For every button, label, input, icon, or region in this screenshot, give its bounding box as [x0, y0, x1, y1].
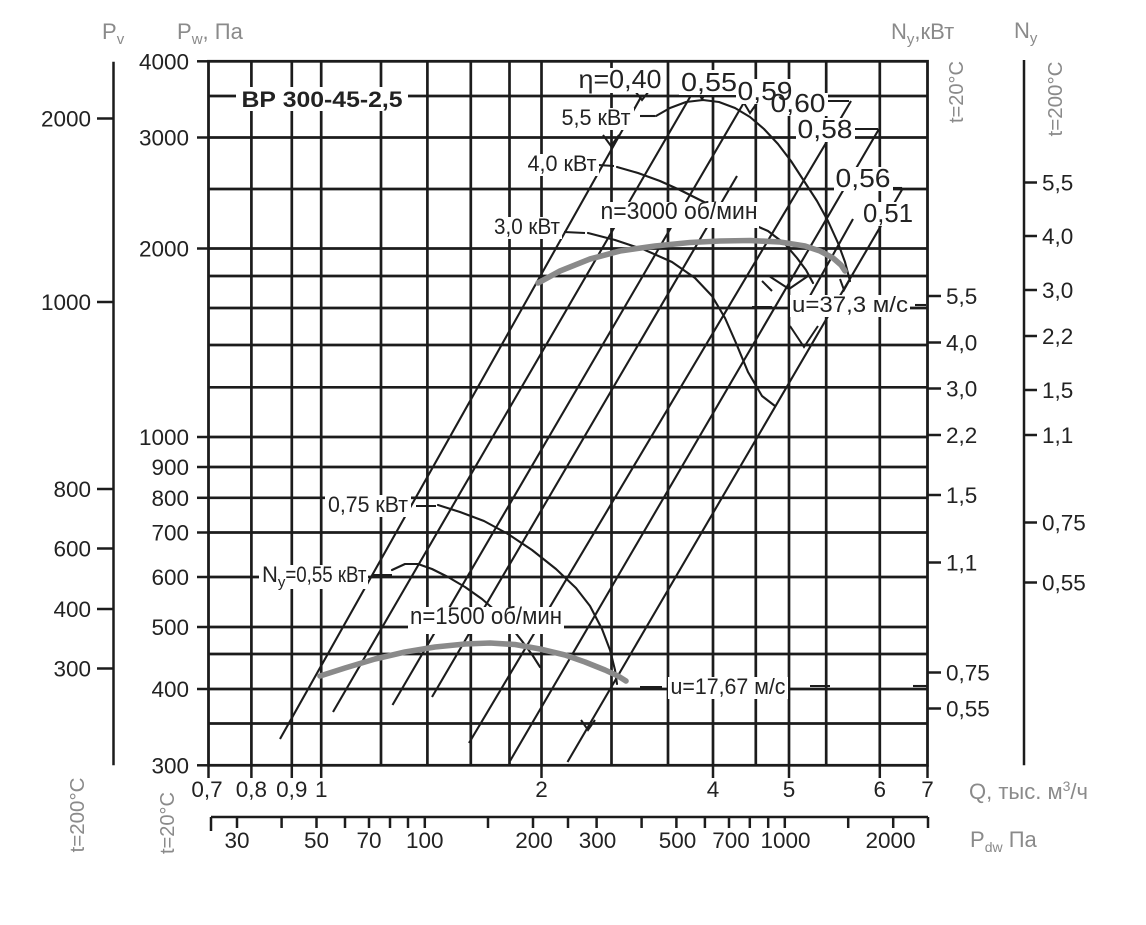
svg-text:500: 500: [659, 828, 697, 853]
svg-text:1,5: 1,5: [946, 483, 977, 508]
svg-text:0,55: 0,55: [681, 67, 737, 97]
svg-text:6: 6: [874, 777, 887, 802]
svg-text:1,1: 1,1: [1042, 423, 1073, 448]
svg-text:0,60: 0,60: [771, 88, 826, 118]
svg-text:n=1500 об/мин: n=1500 об/мин: [410, 603, 562, 630]
svg-text:5: 5: [783, 777, 796, 802]
svg-text:0,56: 0,56: [836, 163, 891, 193]
svg-text:2: 2: [535, 777, 548, 802]
svg-text:3,0 кВт: 3,0 кВт: [494, 214, 560, 239]
svg-text:70: 70: [356, 828, 381, 853]
svg-text:5,5 кВт: 5,5 кВт: [562, 105, 631, 130]
svg-text:u=37,3 м/с: u=37,3 м/с: [792, 292, 908, 317]
svg-text:0,75 кВт: 0,75 кВт: [328, 492, 408, 517]
svg-text:1,5: 1,5: [1042, 378, 1073, 403]
svg-text:0,55: 0,55: [946, 697, 990, 722]
svg-text:700: 700: [151, 521, 189, 546]
svg-text:5,5: 5,5: [946, 284, 977, 309]
svg-text:2000: 2000: [139, 237, 189, 262]
svg-text:4,0 кВт: 4,0 кВт: [528, 151, 597, 176]
svg-text:0,59: 0,59: [738, 76, 793, 106]
svg-text:700: 700: [712, 828, 750, 853]
svg-text:0,8: 0,8: [236, 777, 267, 802]
svg-text:Ny,кВт: Ny,кВт: [891, 19, 954, 48]
svg-text:1000: 1000: [760, 828, 810, 853]
svg-text:0,9: 0,9: [276, 777, 307, 802]
svg-text:7: 7: [921, 777, 934, 802]
svg-text:3000: 3000: [139, 126, 189, 151]
svg-text:300: 300: [579, 828, 617, 853]
svg-text:800: 800: [53, 477, 91, 502]
svg-text:t=200°C: t=200°C: [67, 778, 89, 853]
svg-text:Ny=0,55 кВт: Ny=0,55 кВт: [262, 562, 366, 591]
svg-text:30: 30: [224, 828, 249, 853]
svg-text:t=20°C: t=20°C: [946, 61, 968, 123]
svg-text:1000: 1000: [139, 425, 189, 450]
svg-text:3,0: 3,0: [946, 377, 977, 402]
svg-text:0,75: 0,75: [946, 661, 990, 686]
svg-text:0,58: 0,58: [798, 114, 853, 144]
svg-text:η=0,40: η=0,40: [579, 64, 662, 94]
svg-text:0,51: 0,51: [863, 198, 913, 228]
svg-text:t=200°C: t=200°C: [1045, 62, 1067, 137]
svg-text:4: 4: [707, 777, 720, 802]
svg-text:300: 300: [151, 753, 189, 778]
svg-text:4,0: 4,0: [946, 331, 977, 356]
svg-text:0,75: 0,75: [1042, 511, 1086, 536]
svg-text:800: 800: [151, 486, 189, 511]
svg-text:900: 900: [151, 455, 189, 480]
svg-text:50: 50: [304, 828, 329, 853]
svg-text:5,5: 5,5: [1042, 171, 1073, 196]
svg-text:2000: 2000: [41, 107, 91, 132]
svg-text:400: 400: [151, 677, 189, 702]
svg-text:300: 300: [53, 657, 91, 682]
svg-text:600: 600: [53, 537, 91, 562]
svg-text:3,0: 3,0: [1042, 278, 1073, 303]
svg-text:1000: 1000: [41, 290, 91, 315]
svg-text:4000: 4000: [139, 49, 189, 74]
svg-text:4,0: 4,0: [1042, 224, 1073, 249]
svg-text:1: 1: [315, 777, 328, 802]
svg-text:n=3000 об/мин: n=3000 об/мин: [601, 198, 758, 225]
svg-text:0,7: 0,7: [191, 777, 222, 802]
svg-text:0,55: 0,55: [1042, 571, 1086, 596]
svg-text:Pw, Па: Pw, Па: [177, 19, 244, 48]
svg-text:500: 500: [151, 615, 189, 640]
svg-text:200: 200: [515, 828, 553, 853]
svg-text:100: 100: [406, 828, 444, 853]
svg-text:u=17,67 м/с: u=17,67 м/с: [671, 674, 786, 699]
svg-text:Pdw Па: Pdw Па: [970, 827, 1038, 855]
svg-text:t=20°C: t=20°C: [157, 792, 179, 854]
svg-text:2,2: 2,2: [946, 423, 977, 448]
svg-text:Q, тыс. м3/ч: Q, тыс. м3/ч: [969, 778, 1088, 804]
svg-text:400: 400: [53, 597, 91, 622]
svg-text:ВР 300-45-2,5: ВР 300-45-2,5: [242, 87, 403, 112]
svg-text:2,2: 2,2: [1042, 324, 1073, 349]
svg-text:600: 600: [151, 565, 189, 590]
svg-text:1,1: 1,1: [946, 551, 977, 576]
svg-text:2000: 2000: [865, 828, 915, 853]
